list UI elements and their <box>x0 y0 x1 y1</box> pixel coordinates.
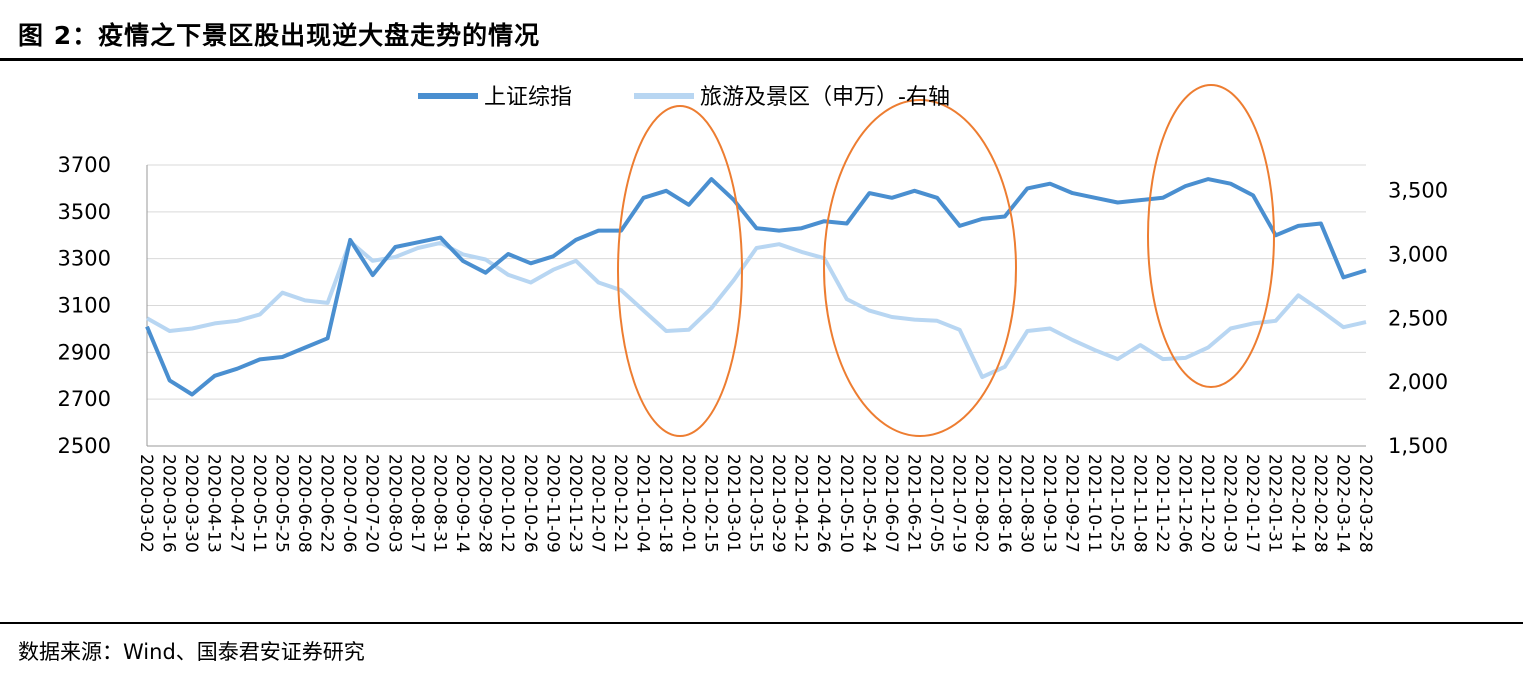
y-left-tick-label: 2900 <box>58 340 111 364</box>
y-right-tick-label: 1,500 <box>1388 434 1448 458</box>
x-tick-label: 2022-02-14 <box>1287 454 1307 553</box>
x-tick-label: 2021-12-06 <box>1174 454 1194 553</box>
x-tick-label: 2021-01-18 <box>655 454 675 553</box>
x-tick-label: 2020-03-02 <box>136 454 156 553</box>
x-tick-label: 2021-08-16 <box>994 454 1014 553</box>
legend-label: 上证综指 <box>484 85 572 110</box>
top-rule <box>0 58 1523 61</box>
x-tick-label: 2021-02-01 <box>678 454 698 553</box>
x-tick-label: 2020-06-08 <box>294 454 314 553</box>
x-tick-label: 2021-07-19 <box>949 454 969 553</box>
y-right-tick-label: 2,500 <box>1388 306 1448 330</box>
series-lines <box>145 177 1367 397</box>
x-tick-label: 2021-05-24 <box>858 454 878 553</box>
x-tick-label: 2020-07-06 <box>339 454 359 553</box>
x-tick-label: 2020-10-26 <box>520 454 540 553</box>
x-tick-label: 2021-09-13 <box>1039 454 1059 553</box>
right-y-axis-ticks: 1,500 2,000 2,500 3,000 3,500 <box>1388 179 1448 458</box>
legend: 上证综指 旅游及景区（申万）-右轴 <box>418 85 950 110</box>
x-tick-label: 2020-03-30 <box>181 454 201 553</box>
x-tick-label: 2021-03-15 <box>746 454 766 553</box>
x-tick-label: 2021-08-30 <box>1016 454 1036 553</box>
legend-label: 旅游及景区（申万）-右轴 <box>700 85 950 110</box>
y-left-tick-label: 3300 <box>58 247 111 271</box>
x-tick-label: 2021-04-26 <box>813 454 833 553</box>
x-tick-label: 2020-03-16 <box>159 454 179 553</box>
x-tick-label: 2021-11-22 <box>1152 454 1172 553</box>
x-tick-label: 2021-06-07 <box>881 454 901 553</box>
x-tick-label: 2020-04-27 <box>226 454 246 553</box>
gridlines <box>147 164 1366 400</box>
x-tick-label: 2021-05-10 <box>836 454 856 553</box>
x-tick-label: 2020-12-07 <box>587 454 607 553</box>
x-tick-label: 2022-01-31 <box>1265 454 1285 553</box>
x-tick-label: 2021-02-15 <box>700 454 720 553</box>
x-tick-label: 2021-11-08 <box>1129 454 1149 553</box>
x-tick-label: 2021-10-25 <box>1107 454 1127 553</box>
series-line <box>146 239 1367 379</box>
annotation-ellipses <box>617 84 1275 437</box>
bottom-rule <box>0 622 1523 624</box>
x-tick-label: 2020-05-11 <box>249 454 269 553</box>
x-tick-label: 2020-07-20 <box>362 454 382 553</box>
x-tick-label: 2022-01-03 <box>1220 454 1240 553</box>
x-tick-label: 2020-11-23 <box>565 454 585 553</box>
x-tick-label: 2020-06-22 <box>317 454 337 553</box>
y-right-tick-label: 2,000 <box>1388 370 1448 394</box>
x-tick-label: 2021-01-04 <box>633 454 653 553</box>
x-tick-label: 2020-11-09 <box>542 454 562 553</box>
x-tick-label: 2020-08-31 <box>429 454 449 553</box>
x-tick-label: 2020-08-03 <box>384 454 404 553</box>
x-tick-label: 2021-04-12 <box>791 454 811 553</box>
left-y-axis-ticks: 2500 2700 2900 3100 3300 3500 3700 <box>58 153 111 458</box>
x-tick-label: 2021-07-05 <box>926 454 946 553</box>
y-right-tick-label: 3,500 <box>1388 179 1448 203</box>
x-tick-label: 2021-06-21 <box>904 454 924 553</box>
x-tick-label: 2021-03-29 <box>768 454 788 553</box>
x-tick-label: 2021-08-02 <box>971 454 991 553</box>
x-tick-label: 2020-04-13 <box>204 454 224 553</box>
x-tick-label: 2020-05-25 <box>271 454 291 553</box>
x-tick-label: 2020-10-12 <box>497 454 517 553</box>
y-left-tick-label: 2700 <box>58 387 111 411</box>
annotation-ellipse <box>1147 84 1275 388</box>
x-tick-label: 2022-02-28 <box>1310 454 1330 553</box>
x-tick-label: 2022-03-28 <box>1355 454 1375 553</box>
x-tick-label: 2020-12-21 <box>610 454 630 553</box>
series-line <box>145 177 1367 397</box>
x-tick-label: 2022-03-14 <box>1332 454 1352 553</box>
x-tick-label: 2021-09-27 <box>1062 454 1082 553</box>
axes <box>146 165 1366 447</box>
y-left-tick-label: 3100 <box>58 294 111 318</box>
x-tick-label: 2020-09-28 <box>475 454 495 553</box>
y-left-tick-label: 2500 <box>58 434 111 458</box>
x-tick-label: 2022-01-17 <box>1242 454 1262 553</box>
x-tick-label: 2021-12-20 <box>1197 454 1217 553</box>
y-left-tick-label: 3500 <box>58 200 111 224</box>
x-tick-label: 2021-03-01 <box>723 454 743 553</box>
figure-title: 图 2：疫情之下景区股出现逆大盘走势的情况 <box>18 21 541 50</box>
x-tick-label: 2021-10-11 <box>1084 454 1104 553</box>
annotation-ellipse <box>823 99 1017 437</box>
line-chart: 2500 2700 2900 3100 3300 3500 3700 1,500 2,000 2… <box>58 84 1448 553</box>
x-tick-label: 2020-09-14 <box>452 454 472 553</box>
x-axis-ticks: 2020-03-02 2020-03-16 2020-03-30 2020-04-13… <box>136 454 1375 553</box>
annotation-ellipse <box>617 105 743 437</box>
y-right-tick-label: 3,000 <box>1388 242 1448 266</box>
source-note: 数据来源：Wind、国泰君安证券研究 <box>18 640 365 664</box>
y-left-tick-label: 3700 <box>58 153 111 177</box>
x-tick-label: 2020-08-17 <box>407 454 427 553</box>
